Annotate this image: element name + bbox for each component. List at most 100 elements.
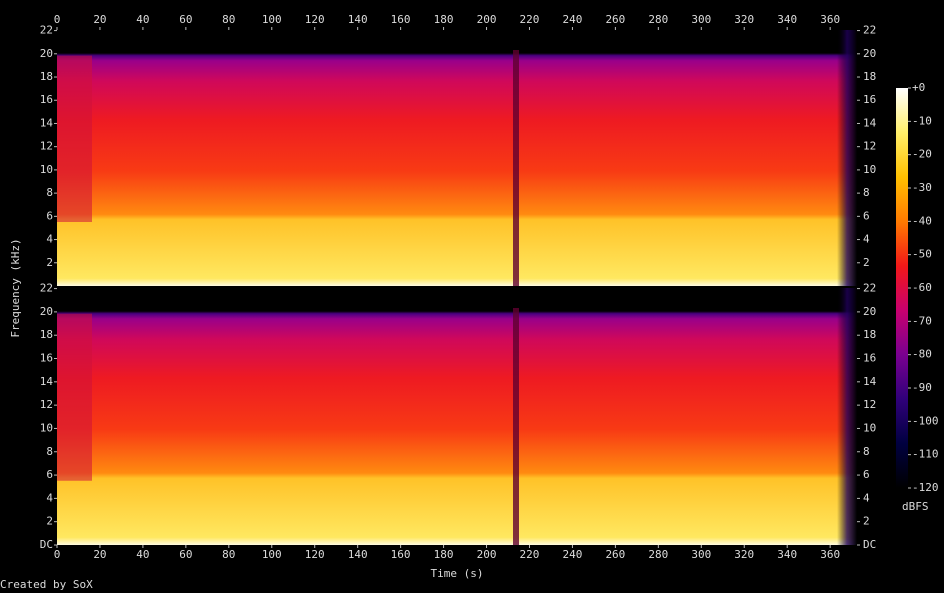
y-tick-label-right: 4	[863, 233, 870, 246]
y-tick-label-right: 14	[863, 375, 877, 388]
colorbar-tick-label: -120	[912, 481, 939, 494]
colorbar-tick-label: -30	[912, 181, 932, 194]
y-tick-label: 14	[40, 116, 54, 129]
y-tick-label-right: DC	[863, 538, 876, 551]
x-tick-label: 60	[179, 548, 192, 561]
y-tick-label-right: 18	[863, 70, 876, 83]
colorbar-tick-label: -110	[912, 448, 939, 461]
y-tick-label: 12	[40, 398, 53, 411]
x-tick-label: 300	[691, 548, 711, 561]
y-tick-label: 12	[40, 140, 53, 153]
y-tick-label-right: 10	[863, 163, 876, 176]
y-tick-label: 18	[40, 328, 53, 341]
colorbar-tick-label: +0	[912, 81, 925, 94]
colorbar-tick-label: -90	[912, 381, 932, 394]
y-tick-label: 10	[40, 163, 53, 176]
y-tick-label-right: 12	[863, 140, 876, 153]
y-tick-label-right: 16	[863, 352, 876, 365]
y-tick-label-right: 22	[863, 282, 876, 295]
end-fade	[837, 288, 857, 545]
y-tick-label-right: 4	[863, 491, 870, 504]
end-fade	[837, 30, 857, 286]
y-tick-label-right: 2	[863, 515, 870, 528]
y-tick-label: DC	[40, 538, 53, 551]
y-tick-label-right: 20	[863, 305, 876, 318]
intro-region	[57, 55, 92, 222]
x-axis-label: Time (s)	[431, 567, 484, 580]
x-tick-label-top: 40	[136, 13, 149, 26]
y-tick-label-right: 6	[863, 468, 870, 481]
x-tick-label-top: 100	[262, 13, 282, 26]
y-tick-label: 20	[40, 47, 53, 60]
x-tick-label: 360	[820, 548, 840, 561]
colorbar-tick-label: -60	[912, 281, 932, 294]
x-tick-label-top: 300	[691, 13, 711, 26]
y-tick-label-right: 6	[863, 209, 870, 222]
y-tick-label: 22	[40, 282, 53, 295]
x-tick-label: 40	[136, 548, 149, 561]
y-tick-label: 6	[46, 209, 53, 222]
y-tick-label: 8	[46, 186, 53, 199]
y-tick-label: 22	[40, 24, 53, 37]
y-tick-label-right: 20	[863, 47, 876, 60]
x-tick-label-top: 140	[348, 13, 368, 26]
x-tick-label: 20	[93, 548, 106, 561]
colorbar	[896, 88, 908, 488]
y-tick-label: 20	[40, 305, 53, 318]
x-tick-label-top: 240	[562, 13, 582, 26]
x-tick-label: 80	[222, 548, 235, 561]
colorbar-tick-label: -10	[912, 114, 932, 127]
x-tick-label: 180	[434, 548, 454, 561]
x-tick-label-top: 260	[605, 13, 625, 26]
colorbar-tick-label: -50	[912, 248, 932, 261]
y-tick-label: 2	[46, 515, 53, 528]
colorbar-tick-label: -40	[912, 214, 932, 227]
spectrogram-image	[57, 30, 857, 286]
y-tick-label: 4	[46, 233, 53, 246]
x-tick-label-top: 200	[477, 13, 497, 26]
x-tick-label-top: 280	[648, 13, 668, 26]
x-tick-label-top: 360	[820, 13, 840, 26]
y-tick-label-right: 22	[863, 24, 876, 37]
x-tick-label-top: 60	[179, 13, 192, 26]
x-tick-label: 160	[391, 548, 411, 561]
x-tick-label: 280	[648, 548, 668, 561]
x-tick-label-top: 220	[520, 13, 540, 26]
y-tick-label-right: 18	[863, 328, 876, 341]
x-tick-label-top: 180	[434, 13, 454, 26]
y-axis-label: Frequency (kHz)	[9, 238, 22, 337]
x-tick-label: 320	[734, 548, 754, 561]
y-tick-label: 8	[46, 445, 53, 458]
y-tick-label: 4	[46, 491, 53, 504]
colorbar-tick-label: -70	[912, 314, 932, 327]
intro-region	[57, 313, 92, 481]
x-tick-label: 120	[305, 548, 325, 561]
x-tick-label-top: 0	[54, 13, 61, 26]
gap-line	[513, 308, 519, 545]
y-tick-label: 18	[40, 70, 53, 83]
x-tick-label: 100	[262, 548, 282, 561]
colorbar-tick-label: -100	[912, 414, 939, 427]
y-tick-label: 6	[46, 468, 53, 481]
y-tick-label-right: 12	[863, 398, 876, 411]
y-tick-label-right: 8	[863, 186, 870, 199]
y-tick-label: 10	[40, 421, 53, 434]
x-tick-label: 260	[605, 548, 625, 561]
x-tick-label: 0	[54, 548, 61, 561]
x-tick-label: 220	[520, 548, 540, 561]
x-tick-label-top: 320	[734, 13, 754, 26]
spectrogram-image	[57, 288, 857, 545]
y-tick-label: 16	[40, 352, 53, 365]
y-tick-label: 2	[46, 256, 53, 269]
x-tick-label-top: 80	[222, 13, 235, 26]
gap-line	[513, 50, 519, 286]
x-tick-label: 340	[777, 548, 797, 561]
x-tick-label: 240	[562, 548, 582, 561]
x-tick-label-top: 120	[305, 13, 325, 26]
x-tick-label-top: 340	[777, 13, 797, 26]
footer: Created by SoX	[0, 578, 93, 591]
x-tick-label: 200	[477, 548, 497, 561]
x-tick-label-top: 20	[93, 13, 106, 26]
